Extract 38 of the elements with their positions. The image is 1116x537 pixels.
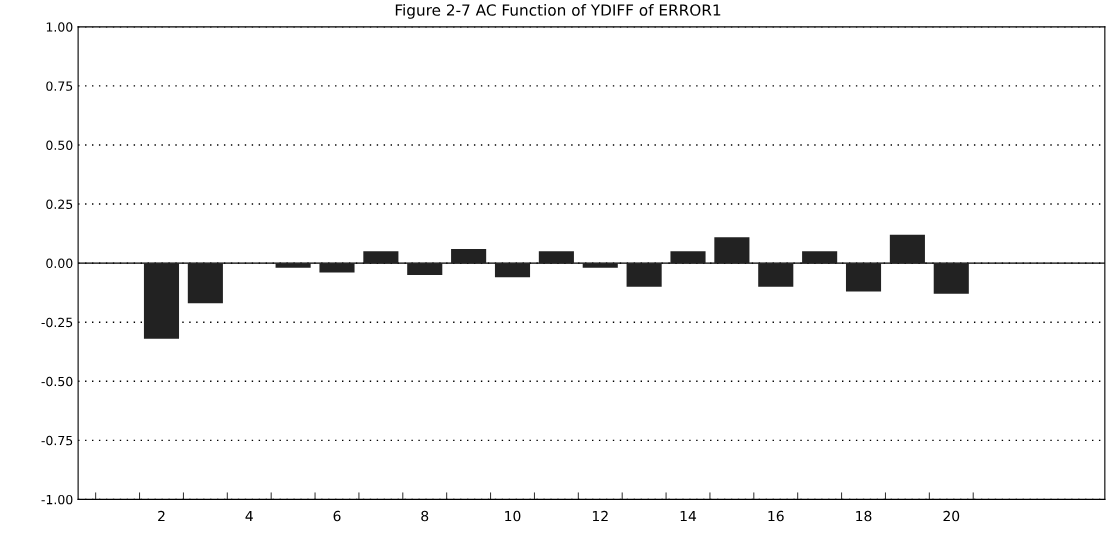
y-tick-label: 0.75 [46, 81, 73, 91]
bar [933, 263, 969, 294]
x-tick-label: 10 [505, 510, 521, 522]
bar [494, 263, 531, 278]
y-tick-label: -0.50 [41, 376, 73, 387]
bar [889, 234, 925, 264]
y-tick-label: -0.25 [41, 317, 73, 328]
y-tick-label: -0.75 [41, 435, 73, 446]
bar [802, 251, 838, 264]
bar [758, 263, 794, 287]
y-tick-label: 0.25 [46, 199, 73, 209]
bar [319, 263, 355, 273]
x-tick-label: 12 [592, 510, 608, 522]
x-tick-label: 20 [943, 510, 960, 522]
x-tick-label: 4 [245, 510, 253, 522]
y-tick-label: 0.50 [46, 140, 73, 150]
bar [407, 263, 443, 275]
bar [670, 251, 706, 264]
bar [143, 263, 180, 339]
bar [714, 237, 750, 264]
x-tick-label: 16 [768, 510, 784, 522]
bar [363, 251, 399, 264]
x-tick-label: 2 [158, 510, 165, 522]
chart-title: Figure 2-7 AC Function of YDIFF of ERROR1 [395, 4, 721, 19]
bar [538, 251, 574, 264]
bar [275, 263, 311, 268]
x-tick-label: 14 [680, 510, 697, 522]
bar [451, 248, 487, 264]
bar [626, 263, 662, 287]
x-tick-label: 6 [333, 510, 341, 522]
bar [187, 263, 223, 304]
bar [582, 263, 618, 268]
bar [845, 263, 882, 292]
y-tick-label: 1.00 [46, 22, 73, 32]
y-tick-label: 0.00 [46, 258, 73, 269]
x-tick-label: 18 [856, 510, 872, 522]
y-tick-label: -1.00 [41, 494, 73, 505]
x-tick-label: 8 [421, 510, 429, 522]
